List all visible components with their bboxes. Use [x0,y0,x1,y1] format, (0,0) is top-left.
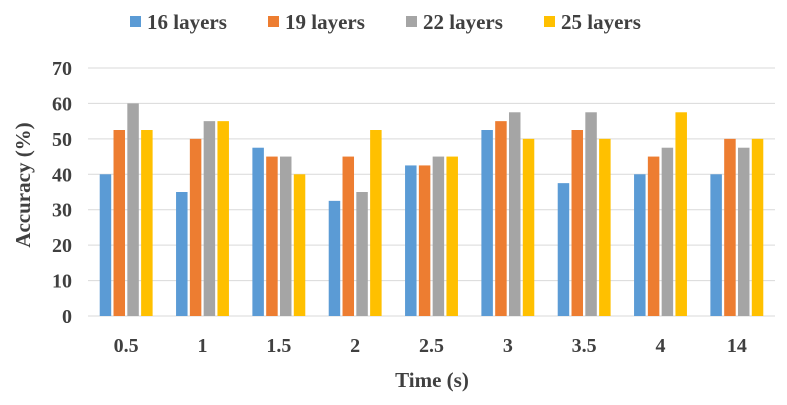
x-axis-title: Time (s) [395,368,469,392]
legend-label: 19 layers [285,10,365,34]
legend-label: 22 layers [423,10,503,34]
y-axis-title: Accuracy (%) [11,122,35,247]
y-tick-label: 50 [52,129,72,151]
bar-16-layers-2.5 [405,165,417,316]
bar-16-layers-3.5 [557,183,570,316]
bar-19-layers-2 [342,156,355,316]
bar-25-layers-14 [751,138,764,316]
bar-19-layers-4 [647,156,660,316]
legend-label: 25 layers [561,10,641,34]
bar-16-layers-0.5 [99,174,112,316]
bar-22-layers-4 [661,147,674,316]
y-tick-label: 70 [52,58,72,80]
y-tick-label: 10 [52,271,72,293]
bar-19-layers-2.5 [418,165,431,316]
legend-label: 16 layers [147,10,227,34]
bar-22-layers-2.5 [432,156,445,316]
bar-16-layers-4 [634,174,646,316]
x-tick-label: 2.5 [419,335,444,357]
bar-22-layers-1.5 [279,156,292,316]
bar-19-layers-0.5 [113,130,126,316]
legend: 16 layers 19 layers 22 layers 25 layers [130,10,641,34]
y-tick-label: 0 [62,306,72,328]
bar-25-layers-2 [370,130,382,316]
x-tick-label: 14 [727,335,747,357]
x-axis-ticks: 0.5 1 1.5 2 2.5 3 3.5 4 14 [114,335,747,357]
x-tick-label: 1 [198,335,208,357]
y-tick-label: 20 [52,235,72,257]
y-tick-label: 30 [52,200,72,222]
x-tick-label: 4 [656,335,666,357]
legend-swatch [130,16,141,27]
y-axis-ticks: 0 10 20 30 40 50 60 70 [52,58,72,328]
bar-25-layers-1.5 [293,174,306,316]
x-tick-label: 3 [503,335,513,357]
legend-swatch [406,16,417,27]
bar-19-layers-3 [495,121,507,317]
bar-19-layers-1.5 [266,156,278,316]
bar-16-layers-3 [481,130,493,316]
bar-25-layers-4 [675,112,687,317]
bar-22-layers-3 [508,112,521,317]
x-tick-label: 1.5 [266,335,291,357]
y-tick-label: 60 [52,93,72,115]
bar-22-layers-3.5 [585,112,597,317]
x-tick-label: 3.5 [572,335,597,357]
bar-25-layers-3 [522,138,535,316]
gridlines [88,67,775,317]
bar-22-layers-1 [203,121,216,317]
bar-19-layers-14 [724,138,736,316]
bar-25-layers-2.5 [446,156,458,316]
x-tick-label: 2 [350,335,360,357]
bar-22-layers-14 [737,147,750,316]
bar-16-layers-1 [176,192,188,316]
y-tick-label: 40 [52,164,72,186]
bar-25-layers-1 [217,121,229,317]
bar-19-layers-1 [189,138,202,316]
bar-16-layers-1.5 [252,147,264,316]
legend-swatch [544,16,555,27]
x-tick-label: 0.5 [114,335,139,357]
bar-25-layers-0.5 [141,130,153,316]
bar-19-layers-3.5 [571,130,584,316]
legend-swatch [268,16,279,27]
bar-22-layers-0.5 [127,103,139,316]
bars [99,103,764,317]
bar-16-layers-2 [328,200,341,316]
bar-16-layers-14 [710,174,722,316]
bar-22-layers-2 [356,192,368,316]
bar-25-layers-3.5 [599,138,611,316]
